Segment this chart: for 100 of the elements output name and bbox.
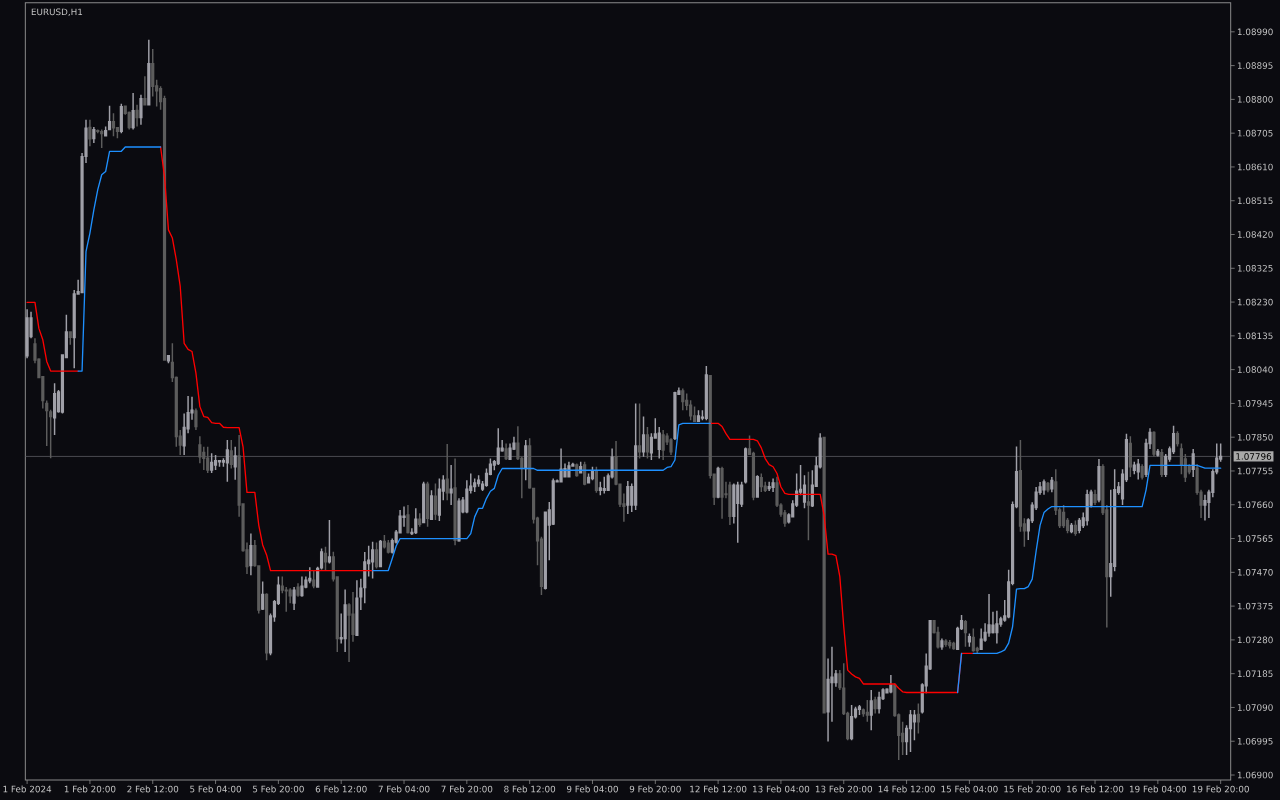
y-tick-label: 1.07185 bbox=[1237, 670, 1273, 678]
text: EURUSD,H1 bbox=[31, 8, 83, 17]
y-tick-label: 1.07470 bbox=[1237, 569, 1273, 576]
y-tick-label: 1.07565 bbox=[1237, 535, 1273, 542]
y-tick-label: 1.08610 bbox=[1237, 163, 1273, 171]
candlestick bbox=[300, 575, 304, 598]
candlestick bbox=[210, 452, 214, 474]
candlestick bbox=[88, 118, 92, 148]
candlestick bbox=[308, 566, 312, 585]
x-tick-label: 5 Feb 20:00 bbox=[252, 785, 304, 793]
candlestick bbox=[889, 674, 893, 694]
candlestick bbox=[1191, 448, 1195, 478]
candlestick bbox=[673, 390, 677, 441]
y-tick-label: 1.08135 bbox=[1237, 332, 1273, 340]
candlestick bbox=[296, 582, 300, 598]
candlestick bbox=[418, 512, 422, 528]
y-tick-label: 1.07660 bbox=[1237, 501, 1273, 509]
candlestick bbox=[696, 409, 701, 423]
candlestick bbox=[626, 480, 630, 515]
y-tick-label: 1.08800 bbox=[1237, 96, 1273, 103]
candlestick bbox=[1203, 494, 1207, 522]
x-tick-label: 12 Feb 12:00 bbox=[690, 785, 747, 793]
candlestick bbox=[312, 569, 316, 590]
candlestick bbox=[433, 482, 438, 521]
candlestick bbox=[1046, 481, 1050, 494]
candlestick bbox=[1156, 448, 1160, 458]
candlestick bbox=[873, 696, 877, 715]
candlestick bbox=[1140, 463, 1144, 481]
candlestick bbox=[135, 103, 139, 128]
x-tick-label: 16 Feb 12:00 bbox=[1067, 785, 1124, 793]
candlestick bbox=[111, 112, 116, 138]
candlestick bbox=[767, 480, 771, 492]
y-tick-label: 1.08325 bbox=[1237, 264, 1273, 272]
y-tick-label: 1.08990 bbox=[1237, 28, 1273, 36]
x-tick-label: 19 Feb 20:00 bbox=[1192, 785, 1249, 793]
y-tick-label: 1.06995 bbox=[1237, 737, 1273, 745]
x-tick-label: 9 Feb 20:00 bbox=[629, 785, 681, 793]
y-tick-label: 1.07375 bbox=[1237, 602, 1273, 610]
candlestick bbox=[681, 387, 685, 411]
candlestick bbox=[865, 699, 869, 723]
candlestick bbox=[908, 709, 913, 753]
y-tick-label: 1.08515 bbox=[1237, 197, 1273, 205]
y-tick-label: 1.08420 bbox=[1237, 231, 1273, 238]
x-tick-label: 15 Feb 04:00 bbox=[941, 785, 998, 793]
candlestick bbox=[371, 541, 375, 580]
candlestick bbox=[233, 446, 237, 481]
x-tick-label: 2 Feb 12:00 bbox=[127, 785, 179, 793]
y-tick-label: 1.07850 bbox=[1237, 433, 1273, 441]
candlestick bbox=[147, 38, 151, 106]
y-tick-label: 1.08040 bbox=[1237, 366, 1273, 373]
candlestick bbox=[194, 407, 198, 431]
y-tick-label: 1.07945 bbox=[1237, 400, 1273, 407]
x-tick-label: 5 Feb 04:00 bbox=[190, 785, 242, 793]
candlestick bbox=[327, 519, 332, 565]
candlestick bbox=[1093, 489, 1097, 506]
candlestick bbox=[1097, 458, 1101, 504]
candlestick bbox=[967, 632, 971, 648]
candlestick bbox=[473, 477, 477, 493]
x-tick-label: 1 Feb 20:00 bbox=[64, 785, 116, 793]
x-tick-label: 19 Feb 04:00 bbox=[1129, 785, 1187, 793]
y-tick-label: 1.06900 bbox=[1237, 771, 1273, 779]
candlestick bbox=[1042, 478, 1046, 496]
candlestick bbox=[139, 94, 143, 126]
candlestick bbox=[1050, 476, 1054, 494]
candlestick bbox=[107, 105, 112, 131]
candlestick bbox=[225, 439, 229, 483]
candlestick bbox=[92, 126, 96, 144]
candlestick bbox=[736, 480, 740, 544]
candlestick bbox=[869, 689, 873, 731]
x-tick-label: 1 Feb 2024 bbox=[3, 785, 52, 793]
candlestick bbox=[406, 504, 410, 535]
candlestick bbox=[559, 447, 563, 483]
candlestick bbox=[355, 579, 359, 637]
x-tick-label: 7 Feb 20:00 bbox=[441, 785, 493, 793]
ref-line-label: 1.07796 bbox=[1236, 453, 1272, 460]
y-tick-label: 1.08705 bbox=[1237, 129, 1273, 137]
candlestick bbox=[131, 92, 135, 131]
candlestick bbox=[457, 497, 461, 543]
candlestick bbox=[477, 474, 481, 488]
y-tick-label: 1.07280 bbox=[1237, 636, 1273, 644]
candlestick bbox=[567, 461, 571, 479]
x-tick-label: 15 Feb 20:00 bbox=[1004, 785, 1061, 793]
candlestick bbox=[987, 593, 991, 638]
candlestick bbox=[598, 480, 602, 496]
y-tick-label: 1.07090 bbox=[1237, 704, 1273, 711]
candlestick bbox=[963, 619, 968, 648]
x-tick-label: 7 Feb 04:00 bbox=[378, 785, 430, 793]
x-tick-label: 13 Feb 04:00 bbox=[753, 785, 810, 793]
candlestick bbox=[857, 704, 862, 716]
candlestick bbox=[143, 75, 147, 106]
candlestick bbox=[414, 507, 418, 535]
y-tick-label: 1.08230 bbox=[1237, 298, 1273, 306]
candlestick bbox=[1136, 458, 1140, 481]
x-tick-label: 9 Feb 04:00 bbox=[566, 785, 618, 793]
candlestick bbox=[449, 464, 453, 506]
candlestick bbox=[68, 330, 72, 346]
candlestick bbox=[877, 691, 881, 715]
candlestick bbox=[940, 637, 944, 651]
candlestick bbox=[217, 459, 222, 468]
candlestick bbox=[100, 128, 104, 149]
